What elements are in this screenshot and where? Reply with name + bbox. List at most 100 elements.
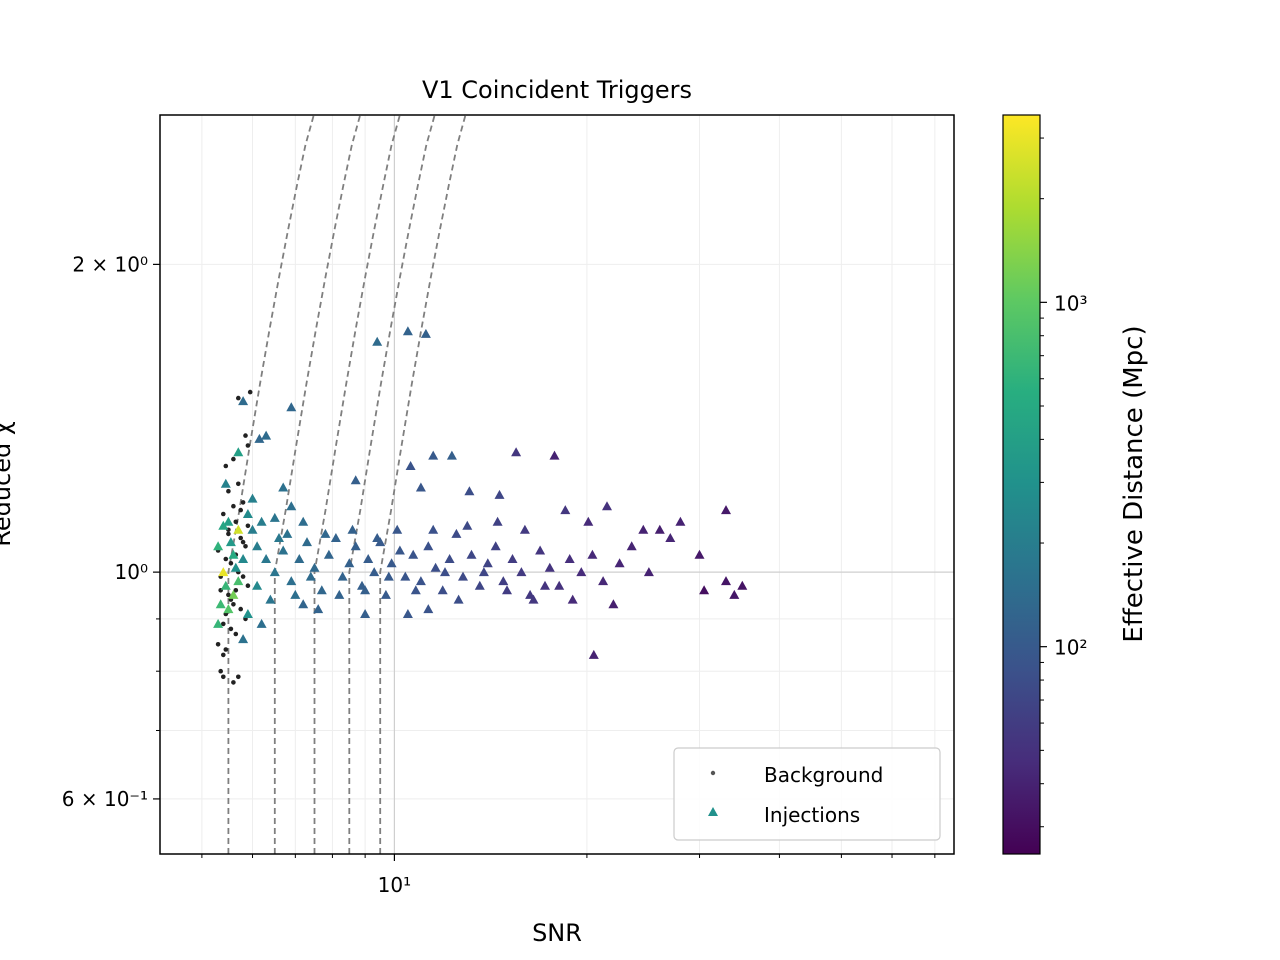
injection-point — [408, 549, 419, 559]
injection-point — [394, 545, 405, 555]
injection-point — [699, 585, 710, 595]
background-point — [238, 507, 243, 513]
y-tick-label: 6 × 10⁻¹ — [62, 787, 148, 811]
injection-point — [282, 528, 293, 538]
background-point — [233, 631, 239, 637]
injection-point — [228, 549, 239, 559]
background-point — [236, 674, 241, 680]
background-point — [240, 500, 246, 505]
background-point — [223, 647, 229, 652]
injection-point — [360, 609, 371, 618]
injection-point — [458, 571, 468, 581]
background-point — [245, 443, 251, 448]
legend-box — [673, 747, 941, 841]
background-point — [221, 674, 226, 680]
legend-marker-background — [710, 770, 716, 776]
injection-point — [256, 618, 267, 628]
injection-point — [665, 533, 676, 542]
background-point — [236, 395, 241, 401]
injection-point — [213, 618, 224, 628]
colorbar — [1002, 114, 1041, 855]
legend-marker-injections — [708, 807, 718, 816]
injection-point — [254, 433, 265, 443]
background-point — [218, 668, 223, 674]
injection-point — [298, 516, 309, 526]
background-point — [228, 561, 234, 566]
injection-point — [233, 447, 244, 457]
injection-point — [238, 396, 249, 406]
injection-point — [233, 524, 244, 534]
injection-point — [316, 585, 327, 595]
injection-point — [242, 509, 253, 518]
background-point — [245, 583, 251, 588]
injection-point — [286, 501, 297, 511]
injection-point — [602, 501, 612, 511]
injection-point — [294, 554, 305, 563]
injection-point — [323, 549, 334, 559]
injection-point — [482, 558, 493, 568]
injection-point — [502, 585, 512, 595]
injection-point — [223, 604, 234, 614]
y-axis-label: Reduced χ — [0, 421, 16, 547]
injection-point — [511, 447, 522, 457]
injection-point — [453, 594, 464, 604]
injection-point — [309, 562, 320, 572]
threshold-curve — [313, 114, 401, 854]
background-point — [240, 539, 246, 545]
injection-point — [560, 505, 571, 515]
injection-point — [225, 537, 236, 547]
injection-point — [218, 567, 229, 577]
injection-point — [437, 585, 448, 595]
threshold-curve — [273, 114, 362, 854]
injection-point — [643, 567, 654, 577]
injection-point — [694, 549, 705, 559]
injection-point — [350, 541, 361, 551]
injection-point — [278, 545, 289, 555]
injection-point — [242, 609, 253, 618]
background-point — [231, 456, 236, 462]
injection-point — [360, 585, 371, 595]
x-axis-ticks: 10¹ — [201, 854, 936, 897]
legend-label-injections: Injections — [764, 803, 860, 827]
grid-layer — [160, 115, 954, 854]
injection-point — [576, 567, 587, 577]
y-axis-ticks: 2 × 10⁰ 10⁰ 6 × 10⁻¹ — [62, 252, 160, 811]
injection-point — [313, 604, 324, 614]
plot-frame — [159, 114, 955, 855]
background-point — [236, 481, 241, 487]
injection-point — [474, 580, 485, 590]
injection-point — [494, 489, 505, 499]
chart-title: V1 Coincident Triggers — [422, 76, 692, 104]
injection-point — [598, 576, 609, 586]
injection-point — [218, 520, 229, 530]
injection-point — [290, 589, 301, 599]
injection-point — [372, 336, 383, 346]
injection-point — [344, 558, 355, 568]
threshold-curve — [227, 114, 315, 854]
legend: Background Injections — [673, 747, 941, 841]
injection-point — [440, 567, 450, 577]
colorbar-label: Effective Distance (Mpc) — [1119, 325, 1149, 642]
background-point — [226, 592, 231, 598]
background-point — [245, 523, 251, 529]
injection-point — [372, 533, 383, 542]
injection-point — [215, 599, 226, 609]
injection-point — [588, 649, 599, 659]
injection-point — [302, 537, 312, 547]
injection-point — [402, 609, 413, 618]
injection-point — [410, 585, 421, 595]
injection-point — [498, 576, 509, 586]
injection-point — [392, 524, 403, 534]
background-point — [231, 503, 236, 509]
injection-point — [228, 589, 239, 599]
injection-point — [220, 580, 231, 590]
injections-series — [213, 326, 748, 659]
background-point — [226, 531, 231, 537]
injection-point — [492, 516, 503, 526]
background-point — [243, 544, 248, 549]
threshold-curves — [227, 114, 467, 854]
injection-point — [567, 594, 578, 604]
injection-point — [247, 493, 258, 503]
y-tick-label: 2 × 10⁰ — [72, 252, 148, 276]
injection-point — [402, 326, 413, 336]
